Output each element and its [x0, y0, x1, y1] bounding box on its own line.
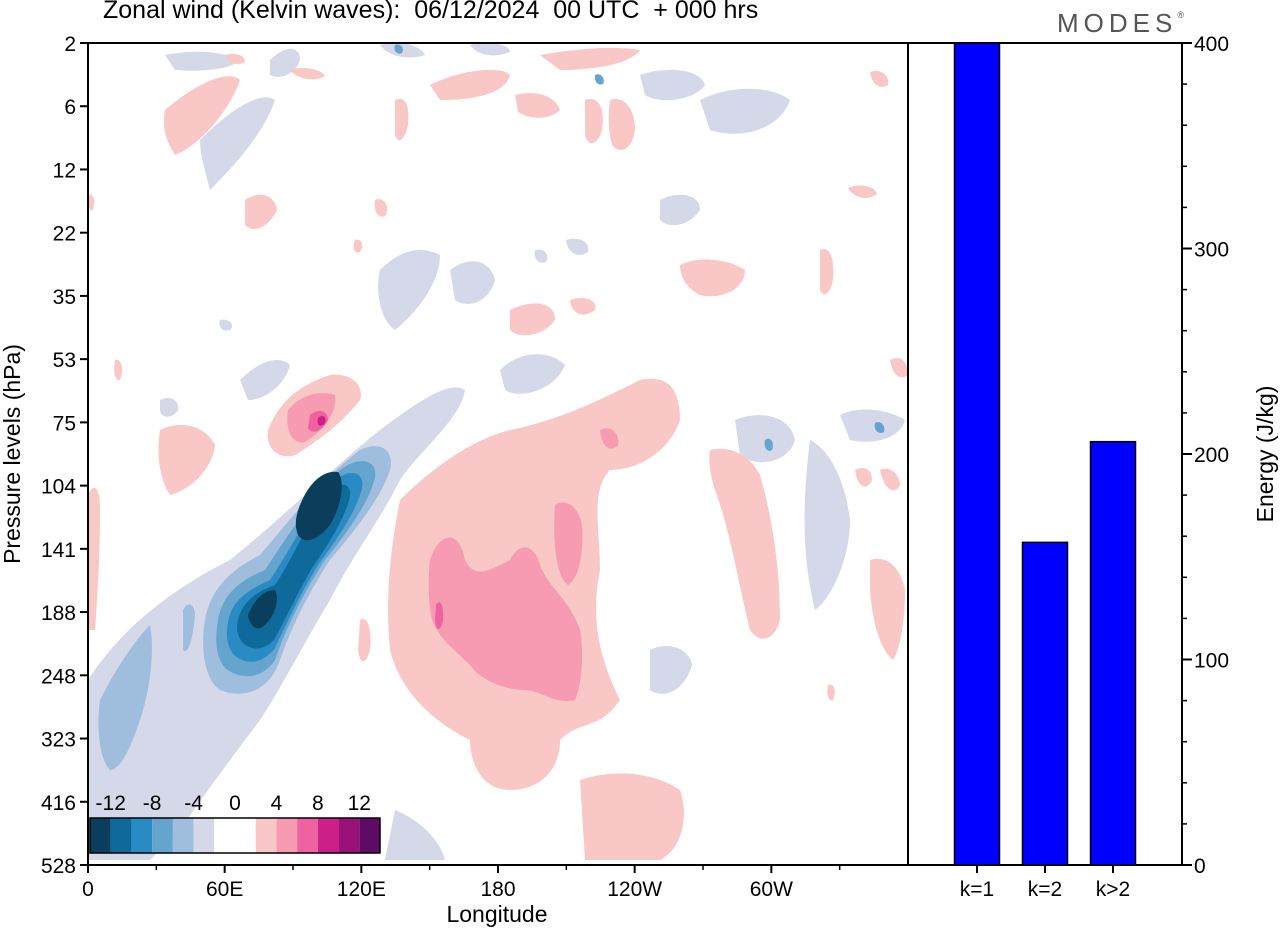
colorbar-cell — [338, 818, 360, 853]
energy-tick-label: 100 — [1194, 650, 1229, 673]
energy-bar — [1089, 440, 1137, 866]
pressure-tick-label: 35 — [53, 286, 76, 309]
colorbar-cell — [152, 818, 173, 853]
colorbar-label: 8 — [312, 792, 324, 815]
colorbar-frame — [89, 817, 381, 854]
energy-tick-label: 300 — [1194, 239, 1229, 262]
bar-category-label: k=1 — [960, 878, 994, 901]
colorbar-label: -8 — [143, 792, 162, 815]
colorbar-cell — [193, 818, 215, 853]
pressure-axis: 2 6 12 22 35 53 75 104 141 188 248 323 416 528 — [41, 33, 88, 878]
energy-axis: 0 100 200 300 400 — [1182, 33, 1229, 878]
colorbar-label: 0 — [229, 792, 241, 815]
colorbar-label: 12 — [348, 792, 371, 815]
contour-level-minus-6-dots — [394, 44, 885, 451]
contour-level-plus-8 — [317, 415, 326, 426]
pressure-tick-label: 188 — [41, 602, 76, 625]
logo-text: MODES — [1057, 8, 1178, 38]
colorbar-label: -4 — [184, 792, 203, 815]
colorbar-cell — [214, 818, 235, 853]
registered-mark: ® — [1177, 10, 1184, 20]
pressure-tick-label: 528 — [41, 855, 76, 878]
pressure-tick-label: 2 — [64, 33, 76, 56]
pressure-tick-label: 248 — [41, 665, 76, 688]
energy-bar — [953, 42, 1001, 866]
colorbar-label: -12 — [96, 792, 126, 815]
energy-bars: k=1 k=2 k>2 — [953, 42, 1137, 901]
longitude-tick-label: 60W — [750, 878, 793, 901]
colorbar: -12 -8 -4 0 4 8 12 — [89, 792, 381, 854]
longitude-axis: 0 60E 120E 180 120W 60W — [82, 865, 841, 901]
chart-title: Zonal wind (Kelvin waves): 06/12/2024 00… — [103, 0, 759, 24]
pressure-tick-label: 53 — [53, 349, 76, 372]
pressure-tick-label: 323 — [41, 729, 76, 752]
bar-category-label: k=2 — [1028, 878, 1062, 901]
colorbar-cell — [276, 818, 298, 853]
pressure-tick-label: 104 — [41, 476, 76, 499]
pressure-tick-label: 22 — [53, 223, 76, 246]
energy-tick-label: 0 — [1194, 855, 1206, 878]
longitude-tick-label: 120E — [337, 878, 386, 901]
colorbar-cell — [90, 818, 111, 853]
colorbar-cell — [359, 818, 380, 853]
longitude-tick-label: 60E — [206, 878, 243, 901]
energy-tick-label: 400 — [1194, 33, 1229, 56]
pressure-tick-label: 416 — [41, 792, 76, 815]
pressure-tick-label: 12 — [53, 159, 76, 182]
contour-level-minus-12 — [248, 471, 342, 629]
energy-axis-title: Energy (J/kg) — [1252, 386, 1278, 523]
contour-level-plus-4 — [287, 393, 619, 702]
colorbar-cell — [255, 818, 277, 853]
y-axis-title: Pressure levels (hPa) — [0, 344, 25, 564]
colorbar-cell — [131, 818, 153, 853]
longitude-tick-label: 0 — [82, 878, 94, 901]
pressure-tick-label: 75 — [53, 412, 76, 435]
pressure-tick-label: 6 — [64, 96, 76, 119]
longitude-tick-label: 120W — [607, 878, 662, 901]
colorbar-cell — [235, 818, 256, 853]
pressure-tick-label: 141 — [41, 539, 76, 562]
colorbar-cell — [317, 818, 339, 853]
energy-tick-label: 200 — [1194, 444, 1229, 467]
colorbar-cell — [110, 818, 132, 853]
x-axis-title: Longitude — [446, 901, 547, 927]
modes-logo: MODES® — [1057, 8, 1184, 39]
longitude-tick-label: 180 — [480, 878, 515, 901]
bar-category-label: k>2 — [1096, 878, 1130, 901]
colorbar-label: 4 — [271, 792, 283, 815]
colorbar-cell — [172, 818, 194, 853]
energy-bar — [1021, 541, 1069, 866]
colorbar-cell — [297, 818, 318, 853]
contour-field — [88, 42, 908, 860]
